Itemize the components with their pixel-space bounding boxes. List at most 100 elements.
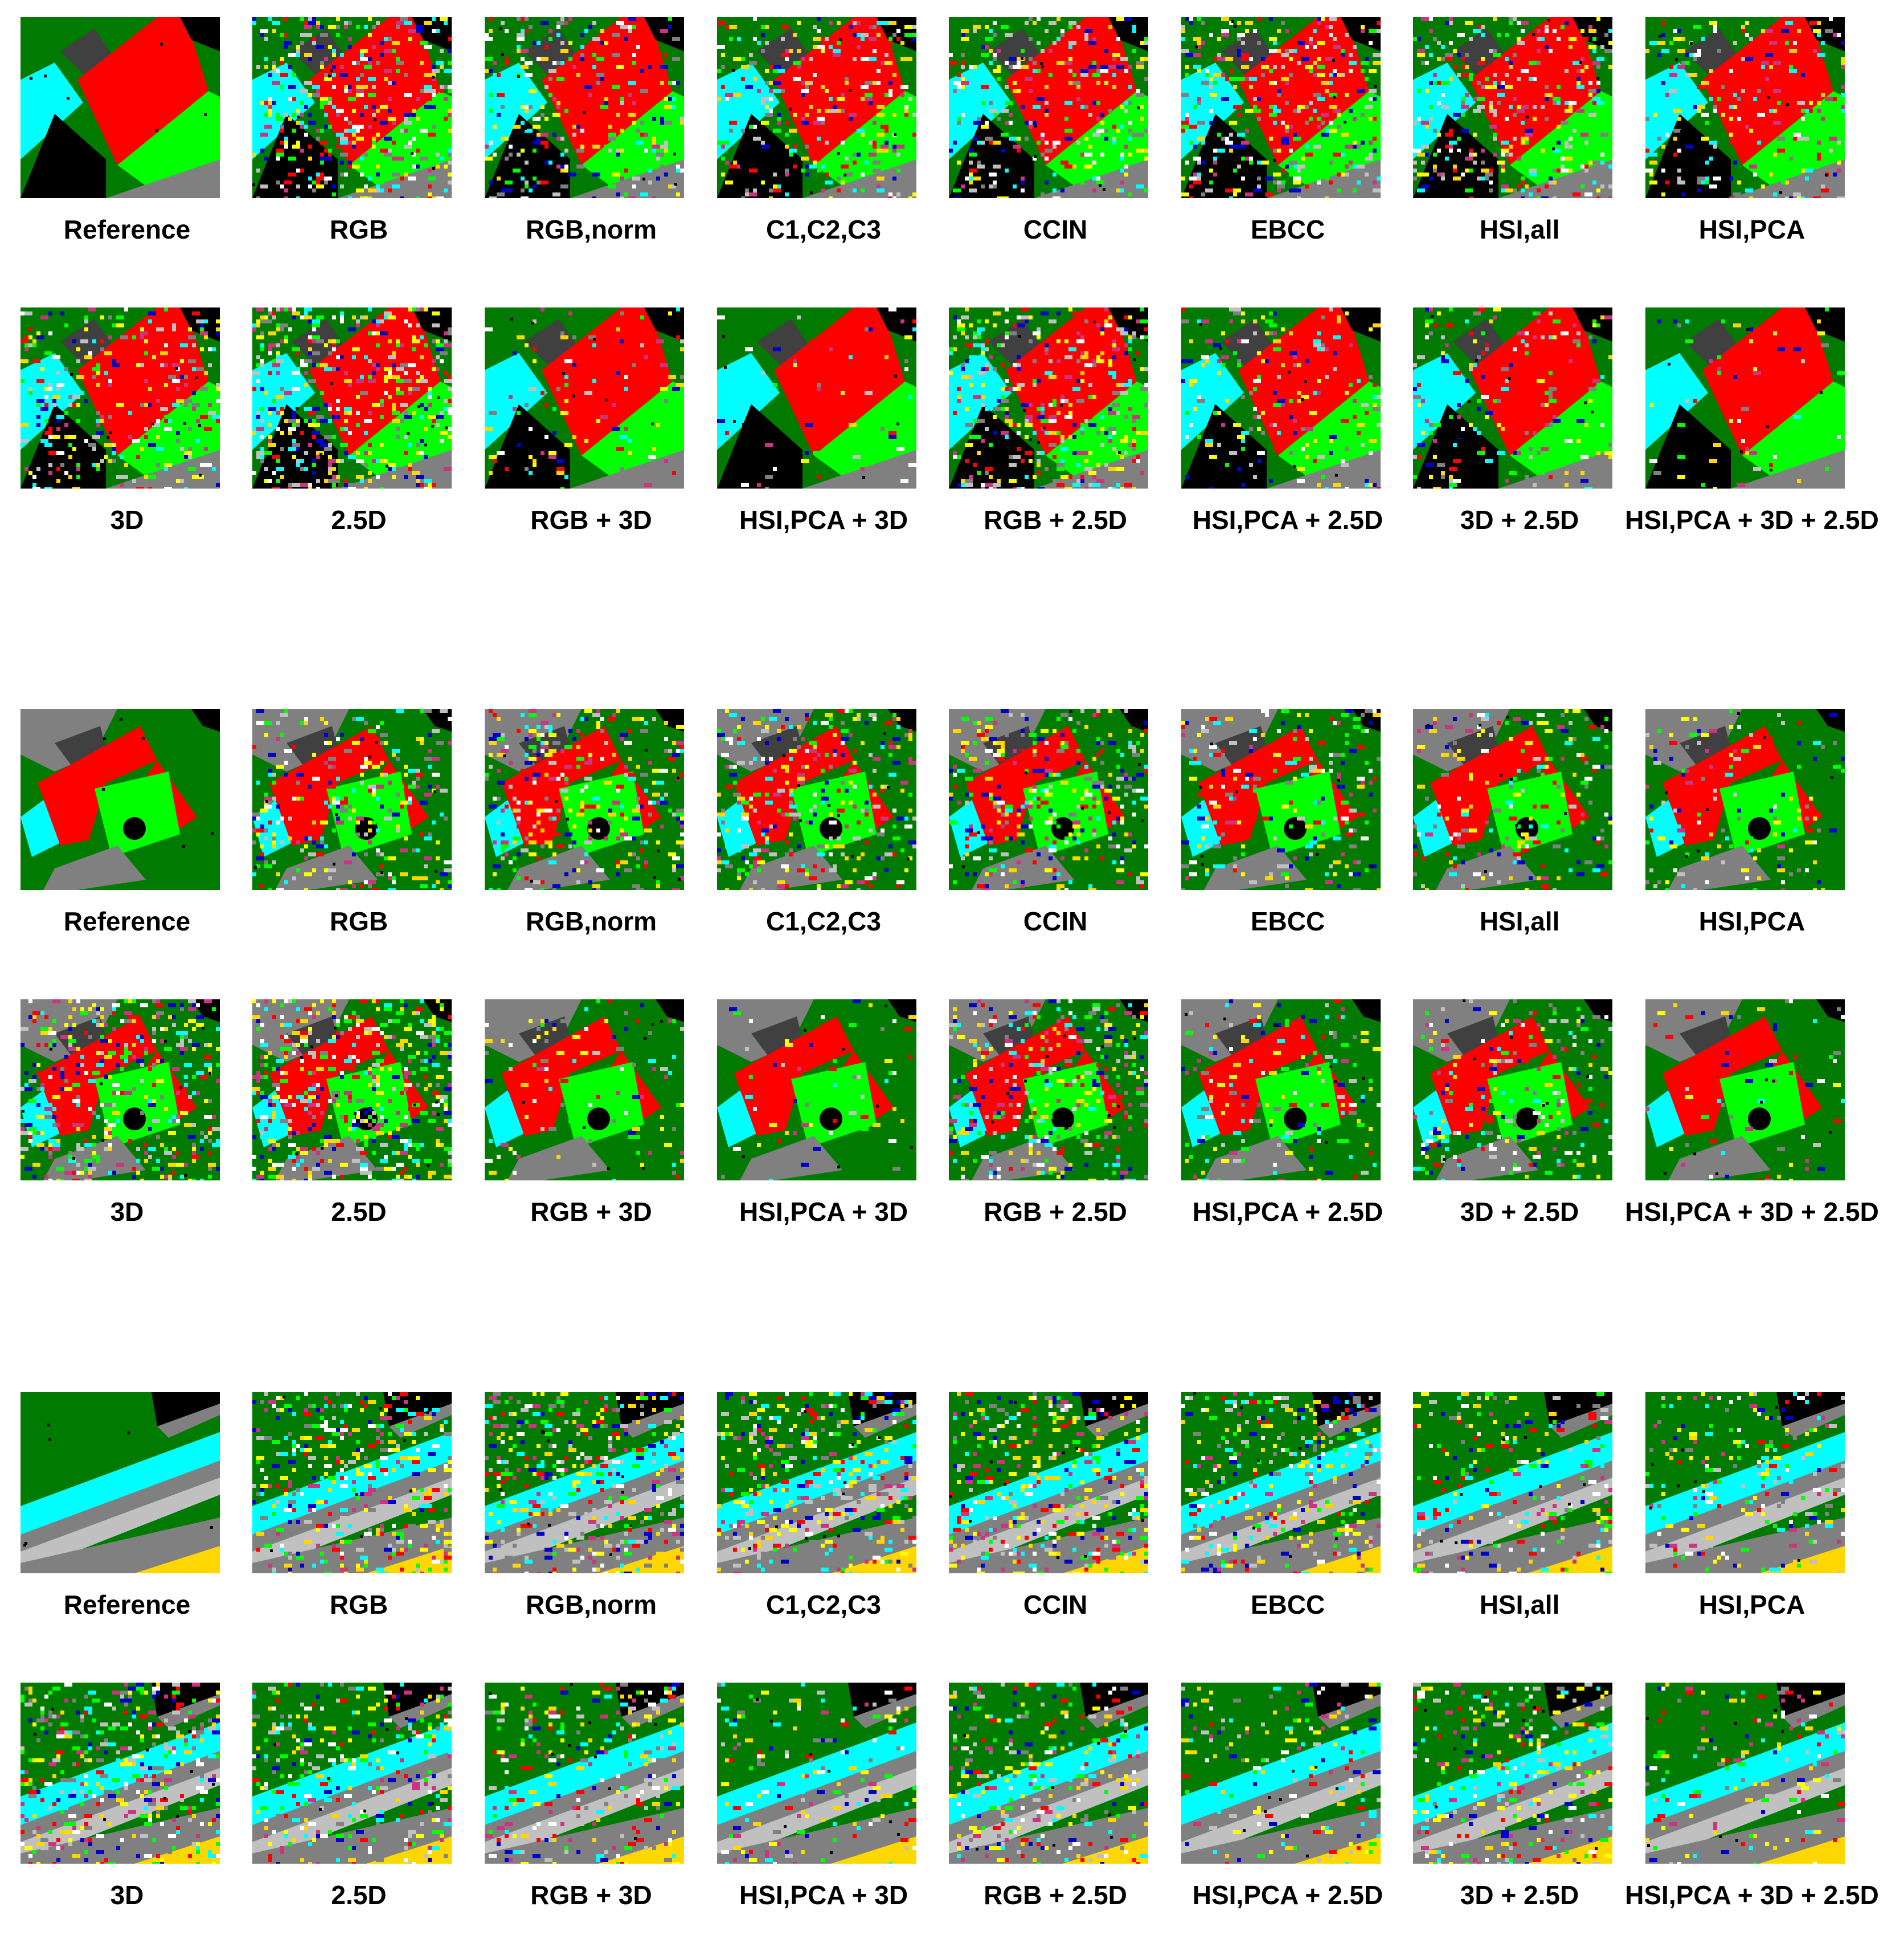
panel: CCIN	[939, 709, 1172, 957]
classification-map	[1181, 1683, 1381, 1864]
classification-map	[252, 709, 452, 890]
classification-map	[252, 999, 452, 1180]
panel-label: CCIN	[1023, 1590, 1088, 1619]
panel: EBCC	[1171, 1392, 1405, 1640]
panel: CCIN	[939, 17, 1172, 265]
classification-map	[1645, 709, 1845, 890]
classification-map	[1181, 307, 1381, 489]
classification-map	[717, 307, 916, 489]
map-image	[21, 999, 220, 1180]
panel-label: Reference	[63, 215, 191, 244]
classification-map	[1645, 17, 1845, 198]
map-image	[717, 1392, 916, 1573]
classification-map	[21, 1683, 220, 1864]
panel-label: 2.5D	[331, 1197, 387, 1227]
panel: RGB + 3D	[474, 1683, 708, 1930]
classification-map	[1181, 999, 1381, 1180]
panel-label: RGB + 3D	[530, 1197, 652, 1227]
panel-label: 3D	[110, 1880, 144, 1910]
panel-label: 3D	[110, 1197, 144, 1227]
classification-map	[252, 1392, 452, 1573]
panel-label: RGB,norm	[526, 1590, 657, 1619]
panel: 3D	[10, 999, 244, 1247]
classification-map	[1413, 17, 1612, 198]
map-image	[485, 307, 684, 489]
panel-label: C1,C2,C3	[766, 215, 881, 244]
panel-label: HSI,PCA + 2.5D	[1192, 505, 1383, 535]
classification-map	[717, 709, 916, 890]
panel-label: RGB	[329, 1590, 388, 1619]
panel: RGB,norm	[474, 17, 708, 265]
panel: EBCC	[1171, 17, 1405, 265]
map-image	[252, 1683, 452, 1864]
map-image	[717, 709, 916, 890]
map-image	[1181, 999, 1381, 1180]
panel-label: 3D + 2.5D	[1460, 1880, 1579, 1910]
classification-map	[21, 17, 220, 198]
panel-label: HSI,all	[1479, 215, 1560, 244]
panel-label: HSI,PCA	[1698, 1590, 1805, 1619]
panel: Reference	[10, 17, 244, 265]
panel: HSI,all	[1403, 1392, 1636, 1640]
classification-map	[252, 1683, 452, 1864]
panel-label: 2.5D	[331, 1880, 387, 1910]
panel: C1,C2,C3	[707, 17, 940, 265]
panel: HSI,PCA	[1635, 17, 1869, 265]
map-image	[717, 307, 916, 489]
map-image	[485, 1392, 684, 1573]
map-image	[1645, 1392, 1845, 1573]
panel: RGB + 3D	[474, 999, 708, 1247]
classification-map	[1645, 307, 1845, 489]
panel: RGB + 2.5D	[939, 307, 1172, 555]
panel: HSI,PCA + 3D	[707, 1683, 940, 1930]
classification-map	[485, 307, 684, 489]
classification-map	[1645, 1392, 1845, 1573]
map-image	[252, 17, 452, 198]
map-image	[21, 1392, 220, 1573]
classification-map	[21, 1392, 220, 1573]
panel-label: HSI,PCA + 3D	[739, 505, 908, 535]
map-image	[1181, 307, 1381, 489]
panel: HSI,all	[1403, 709, 1636, 957]
classification-map	[1413, 999, 1612, 1180]
map-image	[1645, 1683, 1845, 1864]
panel: HSI,PCA + 2.5D	[1171, 307, 1405, 555]
classification-map	[485, 17, 684, 198]
panel-label: HSI,PCA + 2.5D	[1192, 1880, 1383, 1910]
panel-label: HSI,PCA	[1698, 215, 1805, 244]
map-image	[1181, 17, 1381, 198]
map-image	[1413, 307, 1612, 489]
panel-label: RGB + 2.5D	[984, 1880, 1127, 1910]
panel-label: RGB,norm	[526, 215, 657, 244]
map-image	[949, 999, 1148, 1180]
classification-map	[485, 999, 684, 1180]
map-image	[485, 999, 684, 1180]
panel-label: 3D	[110, 505, 144, 535]
map-image	[1413, 999, 1612, 1180]
scene-3-row-2: 3D 2.5D RGB + 3D HSI,PCA + 3D RGB + 2.5D…	[0, 1683, 1904, 1930]
classification-map	[717, 1392, 916, 1573]
panel: HSI,all	[1403, 17, 1636, 265]
panel: C1,C2,C3	[707, 709, 940, 957]
map-image	[717, 17, 916, 198]
map-image	[21, 307, 220, 489]
panel: C1,C2,C3	[707, 1392, 940, 1640]
panel: RGB	[242, 709, 476, 957]
map-image	[485, 17, 684, 198]
scene-2-row-2: 3D 2.5D RGB + 3D HSI,PCA + 3D RGB + 2.5D…	[0, 999, 1904, 1247]
map-image	[1413, 1683, 1612, 1864]
panel: RGB,norm	[474, 709, 708, 957]
panel-label: RGB,norm	[526, 907, 657, 936]
panel-label: HSI,PCA + 3D	[739, 1197, 908, 1227]
classification-map	[1181, 1392, 1381, 1573]
panel-label: 3D + 2.5D	[1460, 505, 1579, 535]
classification-map	[717, 1683, 916, 1864]
map-image	[1645, 999, 1845, 1180]
classification-map	[485, 1392, 684, 1573]
classification-map	[717, 17, 916, 198]
classification-map	[252, 307, 452, 489]
map-image	[485, 1683, 684, 1864]
map-image	[1413, 17, 1612, 198]
panel: 2.5D	[242, 999, 476, 1247]
